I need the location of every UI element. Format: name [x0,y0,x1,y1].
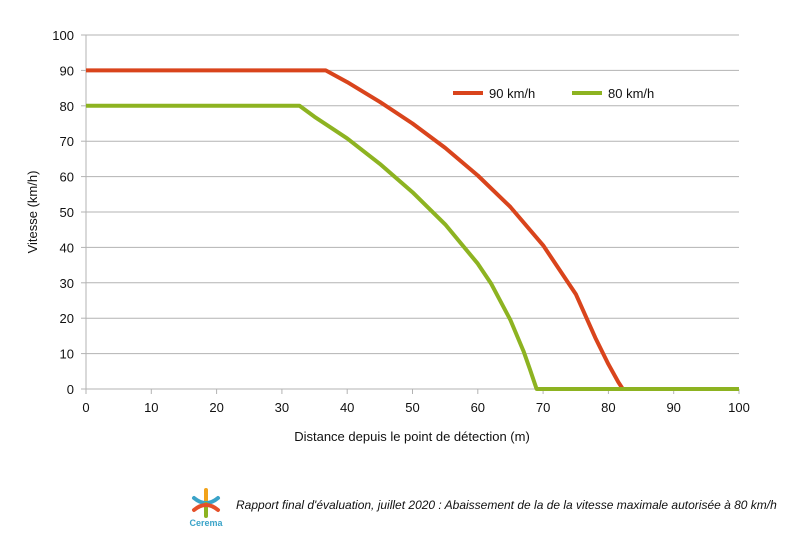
y-tick-label: 40 [60,240,74,255]
legend: 90 km/h 80 km/h [453,86,654,101]
x-tick-labels: 0 10 20 30 40 50 60 70 80 90 100 [82,400,749,415]
speed-distance-chart: 0 10 20 30 40 50 60 70 80 90 100 0 10 20 30 40 50 60 70 80… [25,28,750,444]
report-caption: Rapport final d'évaluation, juillet 2020… [236,498,777,512]
series-line-90kmh [86,68,739,391]
grid-lines [81,34,740,394]
y-tick-label: 90 [60,63,74,78]
x-tick-label: 100 [728,400,750,415]
x-tick-label: 70 [536,400,550,415]
legend-label: 80 km/h [608,86,654,101]
x-tick-label: 60 [471,400,485,415]
cerema-logo-icon [192,488,220,518]
y-tick-label: 80 [60,99,74,114]
y-tick-label: 30 [60,276,74,291]
y-tick-label: 0 [67,382,74,397]
series-lines [86,68,739,391]
x-tick-label: 50 [405,400,419,415]
y-tick-label: 100 [52,28,74,43]
y-tick-labels: 0 10 20 30 40 50 60 70 80 90 100 [52,28,74,397]
y-tick-label: 60 [60,170,74,185]
x-tick-label: 40 [340,400,354,415]
cerema-logo: Cerema [186,488,226,532]
y-axis-title: Vitesse (km/h) [25,171,40,254]
x-tick-label: 20 [209,400,223,415]
x-tick-label: 90 [666,400,680,415]
x-tick-label: 10 [144,400,158,415]
x-axis-title: Distance depuis le point de détection (m… [294,429,530,444]
x-tick-label: 30 [275,400,289,415]
footer: Cerema Rapport final d'évaluation, juill… [186,488,786,532]
x-tick-label: 0 [82,400,89,415]
x-tick-label: 80 [601,400,615,415]
y-tick-label: 20 [60,311,74,326]
y-tick-label: 70 [60,134,74,149]
logo-text: Cerema [189,518,223,528]
y-tick-label: 10 [60,347,74,362]
series-line-80kmh [86,103,739,391]
y-tick-label: 50 [60,205,74,220]
legend-label: 90 km/h [489,86,535,101]
